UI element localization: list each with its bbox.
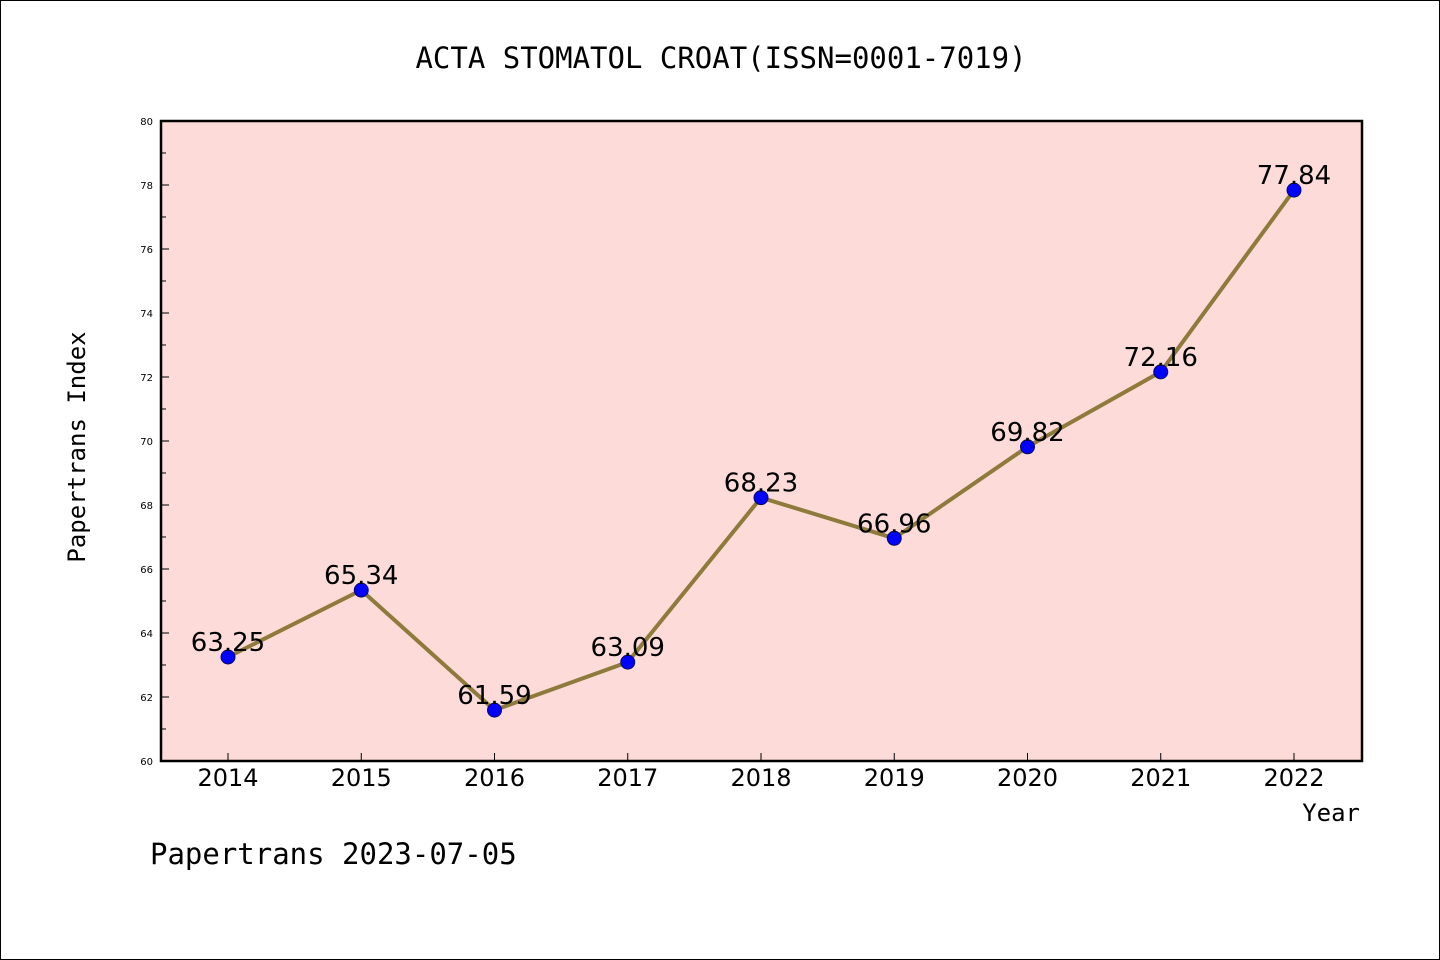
data-point: [353, 582, 369, 598]
x-tick-label: 2019: [864, 764, 925, 792]
y-axis-label: Papertrans Index: [63, 331, 91, 562]
y-tick-label: 66: [140, 565, 153, 576]
x-axis: 2014 2015 2016 2017 2018 2019 2020 2021 2022: [197, 753, 1325, 792]
data-point: [220, 649, 236, 665]
data-label: 63.09: [591, 633, 665, 663]
y-tick-label: 76: [140, 245, 153, 256]
y-tick-label: 62: [140, 693, 153, 704]
x-tick-label: 2017: [597, 764, 658, 792]
data-point: [1020, 439, 1035, 455]
x-tick-label: 2021: [1130, 764, 1191, 792]
y-tick-label: 74: [140, 309, 153, 320]
y-tick-label: 70: [140, 437, 153, 448]
data-label: 65.34: [324, 561, 398, 591]
data-point: [1153, 364, 1169, 380]
data-point: [1286, 182, 1302, 198]
footer-text: Papertrans 2023-07-05: [150, 837, 517, 871]
data-label: 66.96: [857, 509, 931, 539]
x-axis-label: Year: [1302, 799, 1360, 827]
data-label: 61.59: [457, 681, 531, 711]
data-label: 68.23: [724, 469, 798, 499]
data-label: 63.25: [191, 628, 265, 658]
markers-group: [220, 182, 1302, 718]
x-tick-label: 2020: [997, 764, 1058, 792]
x-tick-label: 2015: [331, 764, 392, 792]
data-point: [487, 702, 502, 718]
chart-title: ACTA STOMATOL CROAT(ISSN=0001-7019): [415, 41, 1026, 75]
y-tick-label: 60: [140, 757, 153, 768]
data-labels-group: 63.25 65.34 61.59 63.09 68.23 66.96 69.82 72.16…: [191, 161, 1331, 711]
plot-area: [159, 119, 1364, 763]
y-tick-label: 78: [140, 181, 153, 192]
y-tick-label: 72: [140, 373, 153, 384]
x-tick-label: 2018: [730, 764, 791, 792]
data-point: [753, 490, 769, 506]
data-label: 72.16: [1124, 343, 1198, 373]
x-tick-label: 2014: [197, 764, 258, 792]
y-axis: 60 62 64 66 68 70 72 74 76 78 80: [140, 117, 169, 768]
data-label: 69.82: [990, 418, 1064, 448]
y-tick-label: 64: [140, 629, 153, 640]
x-tick-label: 2016: [464, 764, 525, 792]
data-point: [620, 654, 636, 670]
y-tick-label: 68: [140, 501, 153, 512]
data-point: [886, 530, 902, 546]
y-tick-label: 80: [140, 117, 153, 128]
x-tick-label: 2022: [1263, 764, 1324, 792]
data-label: 77.84: [1257, 161, 1331, 191]
